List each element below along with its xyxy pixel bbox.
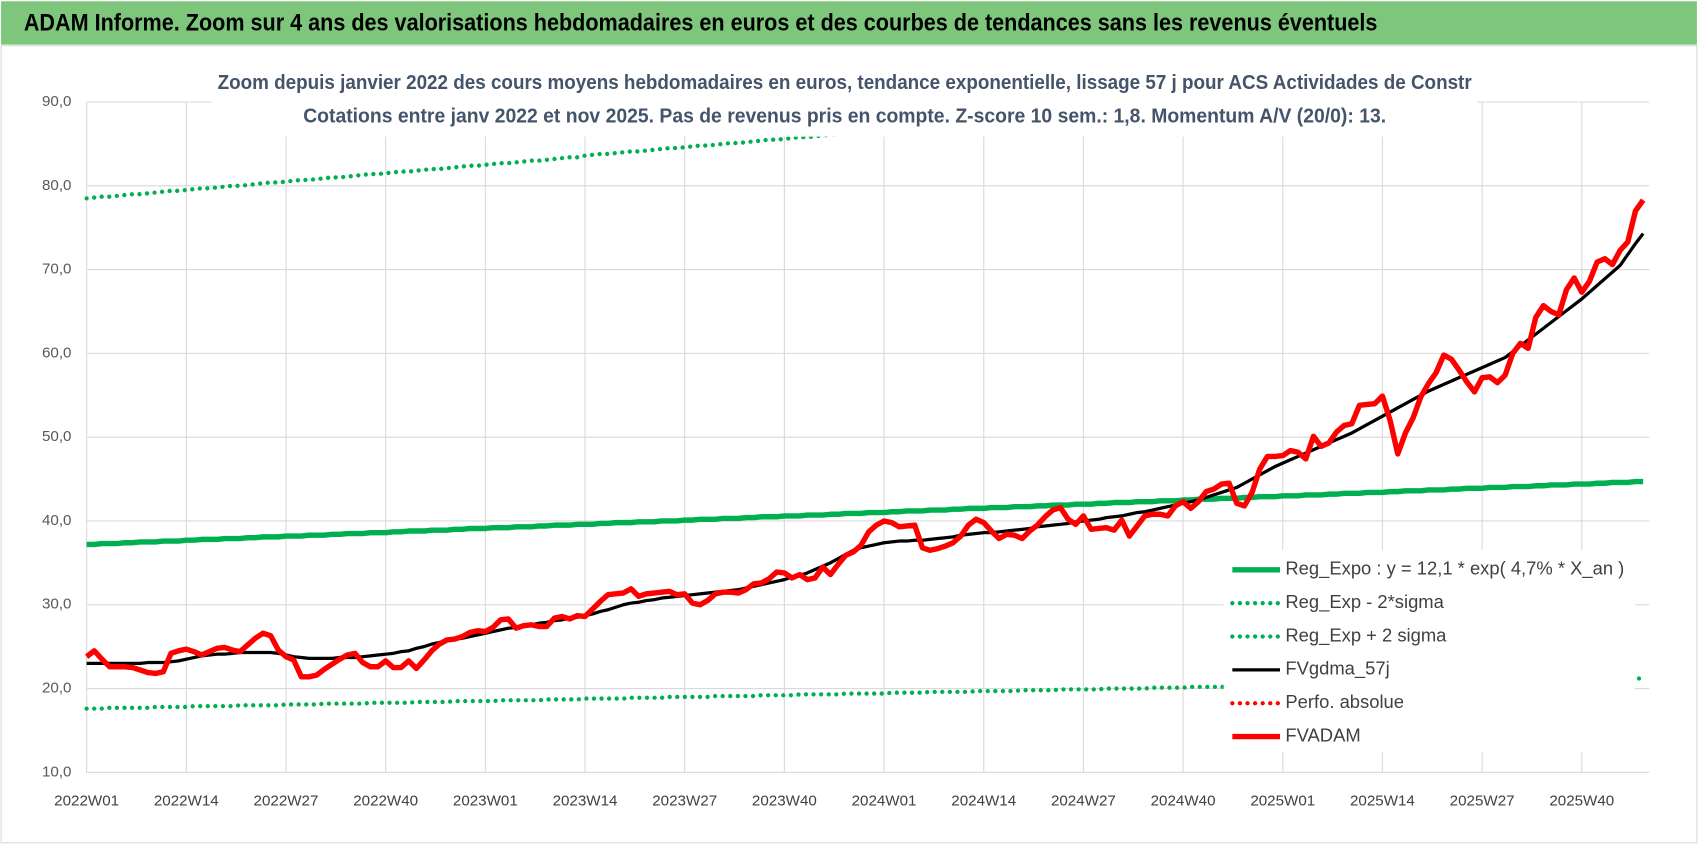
y-tick-label: 70,0 xyxy=(42,261,72,278)
x-tick-label: 2023W01 xyxy=(453,793,518,810)
x-tick-label: 2025W27 xyxy=(1450,793,1515,810)
legend: Reg_Expo : y = 12,1 * exp( 4,7% * X_an )… xyxy=(1223,550,1636,752)
title-box xyxy=(212,65,1478,137)
x-tick-label: 2023W14 xyxy=(553,793,618,810)
x-tick-label: 2022W01 xyxy=(54,793,119,810)
x-tick-label: 2022W14 xyxy=(154,793,219,810)
legend-label: FVADAM xyxy=(1285,724,1360,745)
x-tick-label: 2024W14 xyxy=(951,793,1016,810)
legend-label: Reg_Exp - 2*sigma xyxy=(1285,591,1444,613)
x-tick-label: 2022W40 xyxy=(353,793,418,810)
x-tick-label: 2023W27 xyxy=(652,793,717,810)
x-tick-label: 2025W40 xyxy=(1549,793,1614,810)
x-tick-label: 2025W01 xyxy=(1250,793,1315,810)
legend-label: Reg_Expo : y = 12,1 * exp( 4,7% * X_an ) xyxy=(1285,558,1624,580)
y-tick-label: 90,0 xyxy=(42,93,72,110)
series-line xyxy=(86,478,1644,548)
x-tick-label: 2024W40 xyxy=(1151,793,1216,810)
header-bar xyxy=(1,1,1697,45)
x-tick-label: 2022W27 xyxy=(254,793,319,810)
legend-label: Perfo. absolue xyxy=(1285,691,1404,712)
frame xyxy=(0,45,1698,844)
legend-label: FVgdma_57j xyxy=(1285,658,1389,680)
series-line xyxy=(84,676,1646,711)
y-tick-label: 40,0 xyxy=(42,512,72,529)
chart-title: Zoom depuis janvier 2022 des cours moyen… xyxy=(218,71,1472,94)
x-tick-label: 2023W40 xyxy=(752,793,817,810)
x-tick-label: 2024W01 xyxy=(852,793,917,810)
y-tick-label: 60,0 xyxy=(42,344,72,361)
y-tick-label: 20,0 xyxy=(42,680,72,697)
y-tick-label: 50,0 xyxy=(42,428,72,445)
x-tick-label: 2024W27 xyxy=(1051,793,1116,810)
y-tick-label: 80,0 xyxy=(42,177,72,194)
chart-subtitle: Cotations entre janv 2022 et nov 2025. P… xyxy=(303,105,1386,128)
legend-box xyxy=(1223,550,1636,752)
header-title: ADAM Informe. Zoom sur 4 ans des valoris… xyxy=(24,9,1378,36)
y-tick-label: 30,0 xyxy=(42,596,72,613)
series-line xyxy=(84,198,1646,680)
y-tick-label: 10,0 xyxy=(42,763,72,780)
legend-label: Reg_Exp + 2 sigma xyxy=(1285,624,1447,646)
x-tick-label: 2025W14 xyxy=(1350,793,1415,810)
